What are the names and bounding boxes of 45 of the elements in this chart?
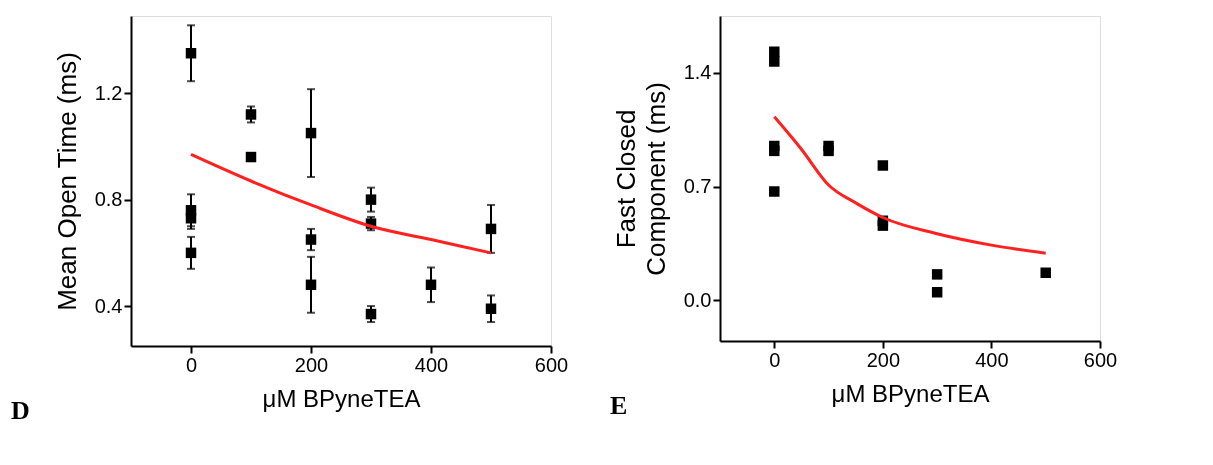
point bbox=[823, 145, 834, 157]
point bbox=[931, 287, 943, 298]
x-tick-label: 0 bbox=[185, 353, 198, 376]
x-tick-label: 600 bbox=[534, 353, 569, 376]
x-tick-label: 200 bbox=[866, 348, 901, 371]
y-tick-label: 1.2 bbox=[94, 81, 123, 104]
x-tick-label: 400 bbox=[414, 353, 449, 376]
y-tick-label: 0.0 bbox=[683, 288, 712, 311]
point bbox=[365, 194, 377, 205]
point bbox=[245, 109, 257, 120]
point bbox=[185, 48, 197, 59]
point bbox=[485, 223, 497, 235]
x-tick-label: 200 bbox=[294, 353, 329, 376]
text: D bbox=[11, 396, 30, 425]
x-axis-title: μM BPyneTEA bbox=[262, 384, 421, 412]
y-tick-label: 0.7 bbox=[683, 175, 712, 198]
point bbox=[305, 127, 317, 139]
line-series bbox=[772, 115, 1048, 255]
point bbox=[769, 186, 780, 197]
point bbox=[769, 145, 780, 157]
line-series bbox=[189, 152, 493, 255]
text: E bbox=[610, 391, 628, 420]
point bbox=[769, 56, 780, 67]
point bbox=[769, 46, 780, 57]
point bbox=[877, 160, 889, 171]
x-tick-label: 600 bbox=[1083, 348, 1118, 371]
point bbox=[365, 308, 377, 320]
point bbox=[1040, 267, 1051, 278]
point bbox=[877, 220, 889, 231]
y-tick-label: 1.4 bbox=[683, 61, 712, 84]
x-tick-label: 400 bbox=[975, 348, 1009, 371]
point bbox=[305, 234, 317, 245]
point bbox=[931, 269, 943, 280]
point bbox=[485, 303, 497, 314]
point bbox=[185, 213, 197, 224]
point bbox=[305, 279, 317, 291]
y-axis-title: Mean Open Time (ms) bbox=[51, 52, 82, 311]
y-tick-label: 0.8 bbox=[94, 188, 123, 211]
point bbox=[245, 151, 257, 163]
y-tick-label: 0.4 bbox=[94, 294, 123, 317]
point bbox=[185, 247, 197, 259]
y-axis-title: Fast Closed Component (ms) bbox=[610, 82, 671, 276]
x-tick-label: 0 bbox=[769, 348, 781, 371]
point bbox=[425, 279, 437, 291]
x-axis-title: μM BPyneTEA bbox=[831, 379, 990, 407]
